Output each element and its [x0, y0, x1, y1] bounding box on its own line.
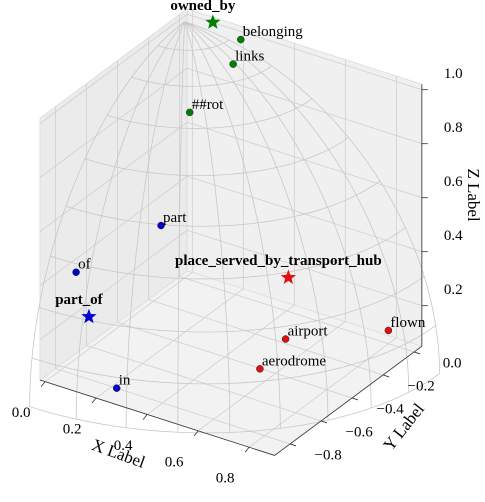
x-tick-label: 0.6 — [165, 454, 184, 470]
y-tick-label: −0.8 — [314, 447, 341, 463]
grid-line — [187, 67, 422, 145]
sphere-wire — [184, 21, 440, 374]
z-tick-label: 0.8 — [444, 120, 463, 136]
tick-mark — [382, 374, 390, 378]
tick-mark — [320, 420, 328, 424]
x-axis-line — [39, 379, 275, 456]
z-tick-label: 0.4 — [444, 228, 463, 244]
sphere-wire — [131, 65, 273, 87]
y-tick-label: −0.2 — [407, 378, 434, 394]
point-label: belonging — [243, 24, 303, 40]
z-axis-label: Z Label — [464, 168, 483, 222]
grid-line — [146, 304, 295, 415]
sphere-wire — [184, 21, 410, 393]
point-label: in — [119, 373, 131, 389]
point — [72, 268, 80, 276]
point — [384, 326, 393, 335]
sphere-wire — [50, 227, 406, 280]
point — [112, 384, 121, 392]
sphere-wire — [184, 21, 329, 421]
point — [229, 60, 237, 68]
x-tick-label: 0.4 — [114, 438, 133, 454]
point-label: place_served_by_transport_hub — [175, 253, 382, 269]
grid-line — [95, 288, 244, 399]
point — [185, 108, 194, 117]
point-star — [81, 308, 97, 324]
sphere-wire — [31, 325, 436, 385]
sphere-wire — [65, 180, 381, 227]
tick-mark — [91, 397, 97, 404]
grid-line — [39, 67, 188, 178]
grid-line — [39, 13, 188, 124]
z-tick-label: 0.2 — [444, 282, 463, 298]
sphere-wire — [106, 98, 313, 129]
point-star — [205, 14, 221, 29]
point-label: airport — [288, 323, 329, 339]
y-axis-line — [274, 345, 423, 456]
point — [281, 335, 290, 343]
sphere-wire — [84, 137, 349, 176]
grid-line — [187, 229, 422, 307]
point-label: aerodrome — [262, 353, 326, 369]
sphere-wire — [38, 276, 425, 333]
tick-mark — [244, 446, 250, 453]
tick-mark — [289, 443, 297, 447]
sphere-wire — [184, 21, 281, 429]
y-tick-label: 0.0 — [443, 355, 462, 371]
grid-line — [197, 321, 346, 432]
point — [256, 365, 264, 373]
sphere-wire — [75, 21, 185, 420]
tick-mark — [193, 430, 199, 437]
grid-line — [86, 345, 322, 422]
x-tick-label: 0.8 — [216, 471, 235, 487]
grid-line — [179, 276, 415, 353]
sphere-wire — [177, 21, 185, 433]
grid-line — [44, 272, 193, 382]
point — [237, 35, 245, 44]
point-label: of — [78, 257, 91, 273]
grid-line — [148, 299, 384, 376]
sphere-wire — [125, 21, 185, 428]
point-label: part — [163, 210, 187, 226]
point — [157, 221, 165, 230]
y-tick-label: −0.6 — [345, 424, 373, 440]
sphere-wire — [157, 39, 230, 51]
grid-line — [187, 13, 422, 91]
tick-mark — [413, 351, 421, 355]
z-tick-label: 1.0 — [444, 66, 463, 82]
axes-layer: 0.0 0.2 0.4 0.6 0.8 0.0 −0.2−0.4−0.6−0.8 0.2 0.4… — [12, 0, 463, 487]
grid-line — [39, 175, 188, 286]
tick-mark — [40, 381, 46, 387]
point-label: part_of — [55, 292, 103, 308]
x-tick-label: 0.0 — [12, 405, 31, 421]
grid-line — [39, 121, 188, 232]
tick-mark — [351, 397, 359, 401]
point-star — [280, 269, 296, 285]
point-label: flown — [390, 315, 425, 331]
grid-line — [39, 229, 188, 340]
point-label: ##rot — [192, 97, 224, 113]
point-label: owned_by — [170, 0, 236, 14]
y-tick-label: −0.4 — [376, 401, 404, 417]
x-tick-label: 0.2 — [63, 421, 82, 437]
sphere-wire — [184, 21, 231, 433]
point-label: links — [235, 49, 264, 65]
z-tick-label: 0.6 — [444, 174, 463, 190]
tick-mark — [142, 414, 148, 420]
grid-line — [117, 322, 353, 399]
sphere-wire — [29, 21, 185, 407]
sphere-wire — [29, 373, 440, 434]
